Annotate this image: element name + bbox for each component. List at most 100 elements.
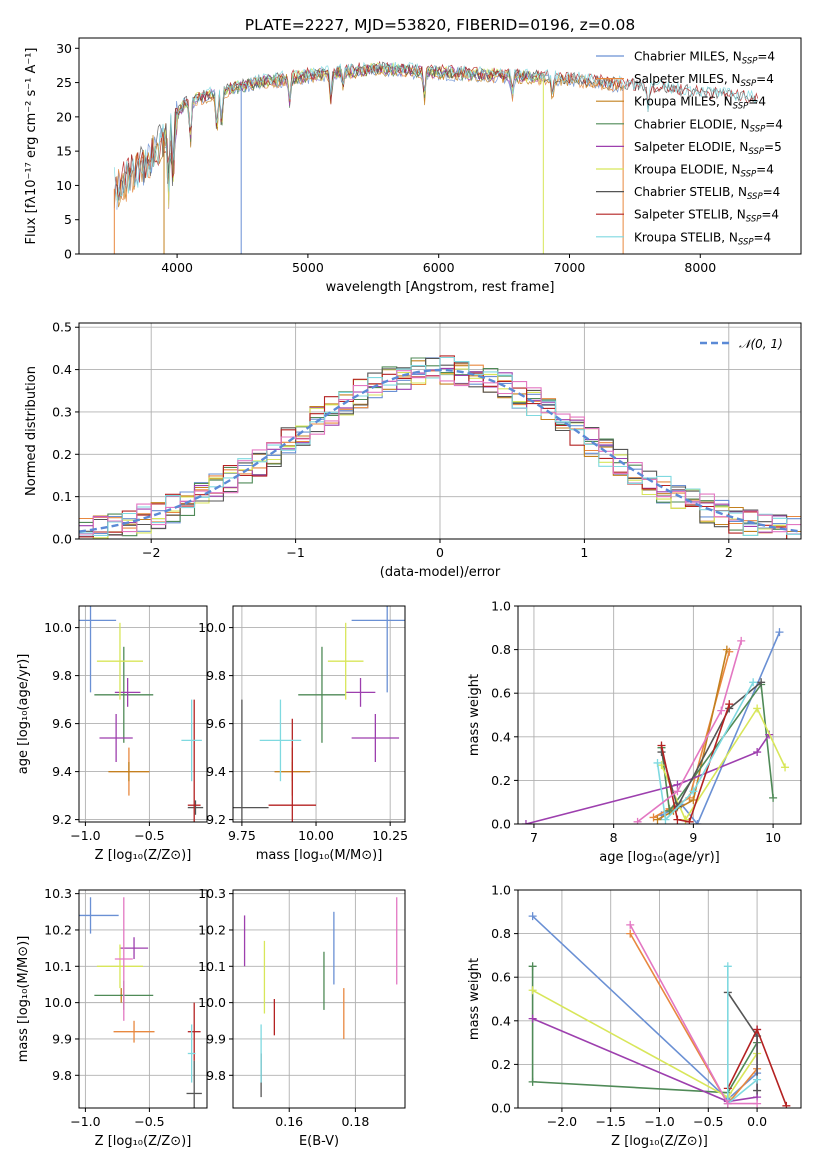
gaussian-curve (79, 368, 801, 533)
weight-marker (749, 678, 758, 687)
y-tick-label: 9.8 (206, 668, 226, 683)
spectrum-line (163, 63, 543, 209)
panel-age-vs-z: −1.0 −0.5 9.2 9.4 9.6 9.8 10.0 Z [log₁₀(Z/Z⊙)] a… (16, 605, 208, 863)
x-axis-label: wavelength [Angstrom, rest frame] (326, 280, 555, 295)
legend-entry: Kroupa MILES, NSSP=4 (634, 95, 766, 112)
axes-frame (78, 889, 208, 1109)
x-axis-label: (data-model)/error (380, 565, 501, 580)
weight-marker (528, 912, 537, 921)
weight-marker (528, 1077, 537, 1086)
legend-entry: Chabrier MILES, NSSP=4 (634, 50, 775, 67)
weight-line (637, 640, 742, 823)
y-tick-label: 1.0 (491, 599, 511, 614)
weight-marker (753, 748, 762, 757)
x-axis-label: age [log₁₀(age/yr)] (599, 850, 720, 865)
weight-marker (723, 1099, 732, 1108)
x-tick-label: −1.5 (596, 1114, 626, 1129)
chart-title: PLATE=2227, MJD=53820, FIBERID=0196, z=0… (245, 16, 635, 34)
x-tick-label: 8 (610, 830, 618, 845)
plot-area (518, 606, 801, 824)
y-tick-label: 0.4 (491, 1013, 511, 1028)
y-tick-label: 0.8 (491, 642, 511, 657)
y-axis-label: mass weight (467, 674, 482, 756)
legend-entry: Salpeter MILES, NSSP=4 (634, 72, 774, 89)
plot-area (233, 890, 405, 1108)
histogram-step (79, 370, 801, 535)
y-tick-label: 10.1 (44, 959, 72, 974)
axes-frame (78, 37, 802, 255)
y-tick-label: 0.6 (491, 970, 511, 985)
y-tick-label: 10.2 (198, 922, 226, 937)
panel-mass-vs-ebv: 0.16 0.18 9.8 9.9 10.0 10.1 10.2 10.3 E(B-V) (198, 886, 406, 1149)
y-tick-label: 10.2 (44, 922, 72, 937)
y-tick-label: 9.8 (206, 1068, 226, 1083)
legend-entry: Salpeter ELODIE, NSSP=5 (634, 140, 782, 157)
x-tick-label: −0.5 (134, 828, 164, 843)
y-tick-label: 0.5 (52, 320, 72, 335)
weight-marker (781, 763, 790, 772)
plot-area (79, 323, 801, 539)
spectrum-line (163, 63, 543, 174)
y-axis-label: Flux [fλ10⁻¹⁷ erg cm⁻² s⁻¹ A⁻¹] (24, 48, 39, 245)
plot-area (79, 890, 207, 1108)
y-tick-label: 0 (64, 247, 72, 262)
weight-line (532, 1017, 758, 1103)
y-tick-label: 0.6 (491, 686, 511, 701)
y-tick-label: 9.6 (52, 716, 72, 731)
spectrum-line (163, 62, 543, 208)
x-tick-label: 0 (436, 545, 444, 560)
y-axis-label: Normed distribution (24, 366, 39, 496)
x-tick-label: 0.0 (747, 1114, 767, 1129)
y-tick-label: 10 (56, 178, 72, 193)
weight-marker (769, 793, 778, 802)
weight-marker (528, 962, 537, 971)
axes-frame (78, 605, 208, 823)
weight-marker (626, 929, 635, 938)
x-tick-label: 6000 (423, 260, 455, 275)
weight-line (656, 681, 754, 822)
x-tick-label: −1 (286, 545, 304, 560)
x-tick-label: 10.00 (298, 828, 334, 843)
y-tick-label: 0.3 (52, 404, 72, 419)
x-tick-label: 5000 (292, 260, 324, 275)
y-axis-label: mass [log₁₀(M/M⊙)] (16, 936, 31, 1063)
weight-marker (661, 815, 670, 824)
axes-frame (517, 605, 802, 825)
x-tick-label: 7000 (554, 260, 586, 275)
weight-line (727, 966, 758, 1106)
x-tick-label: 9 (689, 830, 697, 845)
y-tick-label: 0.0 (491, 1101, 511, 1116)
panel-weight-vs-age: 7 8 9 10 0.0 0.2 0.4 0.6 0.8 1.0 age [log₁₀(age/yr… (467, 599, 802, 865)
y-tick-label: 9.2 (52, 812, 72, 827)
axes-frame (232, 605, 406, 823)
weight-marker (753, 1075, 762, 1084)
y-tick-label: 10.0 (198, 620, 226, 635)
y-tick-label: 30 (56, 41, 72, 56)
y-tick-label: 10.0 (198, 995, 226, 1010)
y-tick-label: 20 (56, 109, 72, 124)
x-tick-label: −2.0 (547, 1114, 577, 1129)
x-tick-label: −0.5 (134, 1114, 164, 1129)
x-tick-label: −2 (142, 545, 160, 560)
y-tick-label: 0.2 (52, 447, 72, 462)
weight-marker (528, 1014, 537, 1023)
weight-marker (753, 704, 762, 713)
x-tick-label: −1.0 (644, 1114, 674, 1129)
weight-line (525, 734, 770, 824)
weight-marker (753, 1099, 762, 1108)
weight-marker (528, 986, 537, 995)
y-tick-label: 0.1 (52, 489, 72, 504)
x-tick-label: 0.16 (275, 1114, 303, 1129)
weight-marker (521, 820, 530, 824)
legend-entry: Chabrier ELODIE, NSSP=4 (634, 117, 783, 134)
x-tick-label: 8000 (684, 260, 716, 275)
weight-marker (626, 920, 635, 929)
y-tick-label: 5 (64, 212, 72, 227)
histogram-step (79, 356, 801, 536)
weight-line (660, 703, 731, 823)
y-tick-label: 10.1 (198, 959, 226, 974)
panel-weight-vs-z: −2.0 −1.5 −1.0 −0.5 0.0 0.0 0.2 0.4 0.6 0.8 1.0 Z [… (467, 883, 802, 1149)
x-tick-label: −1.0 (70, 828, 100, 843)
panel-age-vs-mass: 9.75 10.00 10.25 9.2 9.4 9.6 9.8 10.0 mass [log₁… (198, 605, 408, 863)
x-tick-label: −1.0 (70, 1114, 100, 1129)
